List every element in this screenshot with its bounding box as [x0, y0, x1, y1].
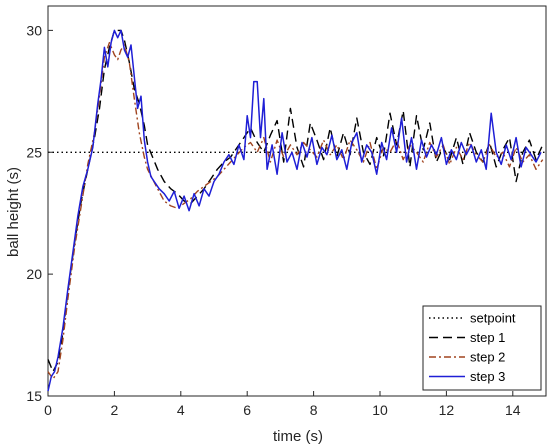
y-axis-title: ball height (s): [5, 167, 22, 257]
x-tick-label: 12: [439, 402, 455, 418]
legend-label: setpoint: [470, 311, 516, 326]
x-tick-label: 2: [111, 402, 119, 418]
y-tick-label: 30: [26, 22, 42, 38]
x-tick-label: 4: [177, 402, 185, 418]
y-tick-label: 15: [26, 388, 42, 404]
x-tick-label: 6: [243, 402, 251, 418]
x-axis-title: time (s): [273, 428, 323, 445]
x-tick-label: 14: [505, 402, 521, 418]
series-line-step-1: [47, 29, 544, 373]
x-tick-label: 0: [44, 402, 52, 418]
x-tick-label: 10: [372, 402, 388, 418]
legend-label: step 2: [470, 350, 505, 365]
series-line-step-2: [47, 41, 544, 380]
legend-label: step 3: [470, 369, 505, 384]
series-line-step-3: [47, 29, 542, 392]
y-tick-label: 20: [26, 266, 42, 282]
y-axis-ticks: 15 20 25 30: [26, 22, 53, 404]
y-tick-label: 25: [26, 144, 42, 160]
legend-label: step 1: [470, 330, 505, 345]
series-layer: [47, 29, 546, 392]
x-tick-label: 8: [310, 402, 318, 418]
x-axis-ticks: 0 2 4 6 8 10 12 14: [44, 391, 521, 418]
legend: setpoint step 1 step 2 step 3: [422, 305, 542, 391]
